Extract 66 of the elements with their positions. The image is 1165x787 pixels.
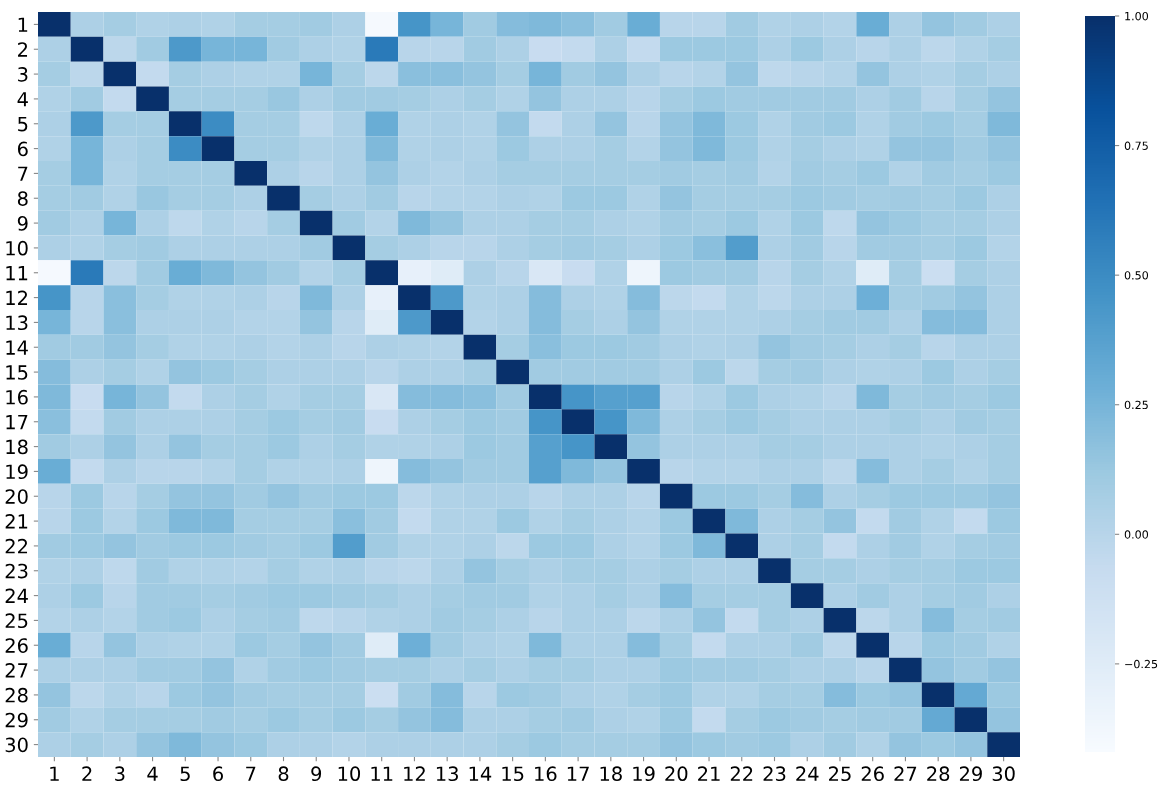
y-tick-label: 7 xyxy=(18,166,28,181)
y-tick-label: 28 xyxy=(5,687,28,703)
y-tick-label: 16 xyxy=(6,389,28,405)
x-tick-label: 28 xyxy=(927,766,950,782)
x-tick-label: 7 xyxy=(246,766,256,781)
x-tick-label: 16 xyxy=(535,766,557,782)
y-tick-label: 26 xyxy=(5,638,28,653)
color-bar-label: −0.25 xyxy=(1125,659,1158,669)
x-tick-label: 3 xyxy=(115,766,125,782)
y-tick-label: 3 xyxy=(18,67,28,82)
y-tick-label: 11 xyxy=(6,265,28,281)
y-tick-label: 30 xyxy=(5,737,28,753)
y-tick-label: 1 xyxy=(18,17,28,32)
x-tick-label: 12 xyxy=(404,766,425,781)
x-tick-label: 5 xyxy=(180,766,190,782)
y-tick-label: 13 xyxy=(6,315,28,331)
y-tick-label: 23 xyxy=(5,563,28,579)
x-tick-label: 24 xyxy=(796,766,819,781)
x-tick-label: 8 xyxy=(278,766,289,782)
x-tick-label: 22 xyxy=(730,766,753,781)
x-tick-label: 19 xyxy=(633,766,655,782)
y-tick-label: 15 xyxy=(6,365,28,380)
y-tick-label: 17 xyxy=(6,414,28,430)
y-tick-label: 12 xyxy=(6,290,28,305)
x-tick-label: 21 xyxy=(698,766,720,781)
x-tick-label: 15 xyxy=(502,766,524,782)
y-tick-label: 5 xyxy=(18,116,28,132)
x-tick-label: 25 xyxy=(829,766,851,782)
y-tick-label: 8 xyxy=(17,191,28,206)
y-tick-label: 14 xyxy=(6,340,28,355)
y-tick-label: 18 xyxy=(6,439,28,455)
x-tick-label: 6 xyxy=(213,766,223,782)
x-tick-label: 13 xyxy=(436,766,458,782)
color-bar-label: 0.75 xyxy=(1124,141,1148,150)
x-tick-label: 20 xyxy=(665,766,688,782)
x-tick-label: 10 xyxy=(338,766,361,782)
y-tick-label: 19 xyxy=(6,464,28,480)
x-tick-label: 9 xyxy=(311,766,322,782)
color-bar-label: 0.00 xyxy=(1124,530,1149,539)
y-tick-label: 25 xyxy=(5,613,28,629)
x-tick-label: 26 xyxy=(861,766,884,782)
x-tick-label: 29 xyxy=(959,766,982,782)
x-tick-label: 4 xyxy=(147,766,158,781)
y-tick-label: 10 xyxy=(6,240,28,256)
y-tick-label: 6 xyxy=(17,141,28,157)
y-tick-label: 22 xyxy=(5,538,28,554)
y-tick-label: 29 xyxy=(5,712,28,728)
x-tick-label: 1 xyxy=(50,766,59,781)
color-bar-label: 0.50 xyxy=(1124,271,1149,280)
y-tick-label: 27 xyxy=(5,663,28,678)
y-tick-label: 21 xyxy=(5,514,28,529)
x-tick-label: 14 xyxy=(469,766,492,781)
color-bar-label: 0.25 xyxy=(1124,400,1148,410)
x-tick-label: 23 xyxy=(763,766,786,782)
y-tick-label: 9 xyxy=(17,216,28,231)
x-tick-label: 2 xyxy=(82,766,92,781)
y-tick-label: 2 xyxy=(18,42,28,57)
y-tick-label: 20 xyxy=(5,489,28,504)
y-tick-label: 24 xyxy=(5,588,28,603)
x-tick-label: 17 xyxy=(567,766,589,781)
x-tick-label: 11 xyxy=(371,766,393,781)
color-bar-label: 1.00 xyxy=(1125,11,1149,21)
x-tick-label: 30 xyxy=(992,766,1015,782)
x-tick-label: 27 xyxy=(894,766,917,781)
x-tick-label: 18 xyxy=(600,766,622,782)
y-tick-label: 4 xyxy=(17,92,28,107)
